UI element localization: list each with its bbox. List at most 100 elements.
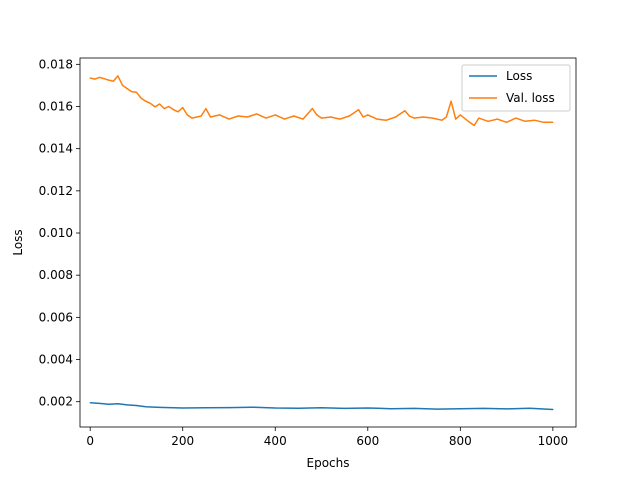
data-point-loss [117, 403, 119, 405]
data-point-loss [89, 402, 91, 404]
x-tick-label: 600 [356, 434, 379, 448]
data-point-val-loss [320, 117, 323, 119]
data-point-val-loss [543, 121, 545, 123]
y-tick-label: 0.018 [39, 57, 73, 71]
data-point-val-loss [339, 118, 341, 120]
data-point-loss [552, 408, 554, 411]
data-point-loss [413, 407, 415, 409]
data-point-loss [98, 402, 100, 404]
data-point-val-loss [385, 119, 387, 121]
y-tick-label: 0.006 [39, 310, 73, 324]
data-point-val-loss [112, 80, 114, 82]
data-point-val-loss [293, 115, 295, 117]
data-point-val-loss [140, 97, 142, 99]
data-point-loss [459, 408, 461, 410]
y-axis-ticks: 0.002 0.004 0.006 0.008 0.010 0.012 0.014 0.016… [39, 57, 80, 409]
data-point-loss [205, 407, 207, 409]
data-point-val-loss [126, 88, 128, 90]
data-point-val-loss [172, 109, 175, 111]
data-point-val-loss [205, 108, 207, 110]
x-tick-label: 200 [171, 434, 194, 448]
y-tick-label: 0.010 [39, 226, 73, 240]
axes-frame [79, 57, 577, 428]
data-point-val-loss [182, 107, 184, 109]
data-point-val-loss [145, 100, 147, 102]
data-point-val-loss [131, 91, 133, 93]
data-point-val-loss [533, 119, 536, 121]
data-point-val-loss [94, 78, 96, 80]
data-point-val-loss [441, 119, 443, 121]
data-point-val-loss [219, 114, 221, 116]
y-tick-label: 0.012 [39, 184, 73, 198]
data-point-loss [344, 407, 346, 409]
data-point-val-loss [200, 115, 202, 117]
data-point-val-loss [348, 115, 350, 117]
data-point-val-loss [455, 118, 457, 120]
y-tick-label: 0.004 [39, 353, 73, 367]
legend: Loss Val. loss [461, 64, 571, 112]
data-point-val-loss [122, 84, 124, 86]
data-point-loss [320, 407, 323, 409]
y-axis-label: Loss [11, 229, 25, 255]
data-point-val-loss [357, 109, 360, 111]
data-point-loss [529, 407, 531, 409]
data-point-val-loss [191, 117, 193, 119]
data-point-val-loss [311, 108, 313, 110]
data-point-val-loss [89, 77, 91, 79]
data-point-val-loss [108, 79, 110, 81]
data-point-val-loss [103, 78, 105, 80]
data-point-val-loss [265, 117, 267, 119]
data-point-val-loss [159, 103, 161, 105]
data-point-loss [159, 406, 161, 408]
data-point-val-loss [395, 116, 397, 118]
data-point-val-loss [246, 116, 249, 118]
data-point-loss [506, 408, 508, 410]
data-point-loss [367, 407, 369, 409]
data-point-val-loss [117, 75, 119, 77]
data-point-val-loss [209, 116, 212, 118]
data-point-val-loss [367, 114, 369, 116]
data-point-val-loss [506, 121, 508, 123]
data-point-val-loss [316, 114, 318, 116]
data-point-val-loss [256, 113, 258, 115]
data-point-loss [126, 404, 128, 406]
legend-label-val-loss: Val. loss [506, 91, 555, 105]
data-point-loss [145, 406, 147, 408]
data-point-val-loss [445, 116, 447, 118]
legend-label-loss: Loss [506, 69, 532, 83]
data-point-val-loss [168, 105, 170, 108]
x-tick-label: 400 [264, 434, 287, 448]
data-point-loss [274, 407, 276, 409]
data-point-val-loss [376, 118, 378, 120]
data-point-val-loss [552, 121, 554, 123]
data-point-loss [182, 407, 184, 409]
data-point-val-loss [177, 111, 179, 113]
data-point-val-loss [98, 76, 100, 78]
data-point-val-loss [149, 102, 151, 104]
data-point-loss [108, 403, 110, 405]
data-point-val-loss [422, 116, 424, 118]
data-point-loss [251, 406, 253, 408]
data-point-loss [135, 404, 137, 407]
data-point-val-loss [459, 114, 461, 116]
x-tick-label: 0 [86, 434, 94, 448]
data-point-val-loss [228, 118, 230, 120]
x-axis-label: Epochs [307, 456, 350, 470]
data-point-val-loss [274, 114, 276, 116]
data-point-loss [297, 407, 299, 409]
data-point-val-loss [408, 115, 410, 117]
data-point-val-loss [478, 117, 480, 119]
data-point-val-loss [163, 108, 165, 110]
data-point-val-loss [515, 117, 517, 119]
data-point-val-loss [524, 120, 526, 122]
data-point-val-loss [186, 114, 188, 116]
data-point-val-loss [330, 116, 332, 118]
data-point-val-loss [487, 120, 489, 122]
data-point-val-loss [283, 118, 286, 120]
y-tick-label: 0.014 [39, 142, 73, 156]
data-point-val-loss [450, 100, 452, 102]
data-point-val-loss [237, 115, 239, 117]
data-point-val-loss [432, 117, 434, 119]
